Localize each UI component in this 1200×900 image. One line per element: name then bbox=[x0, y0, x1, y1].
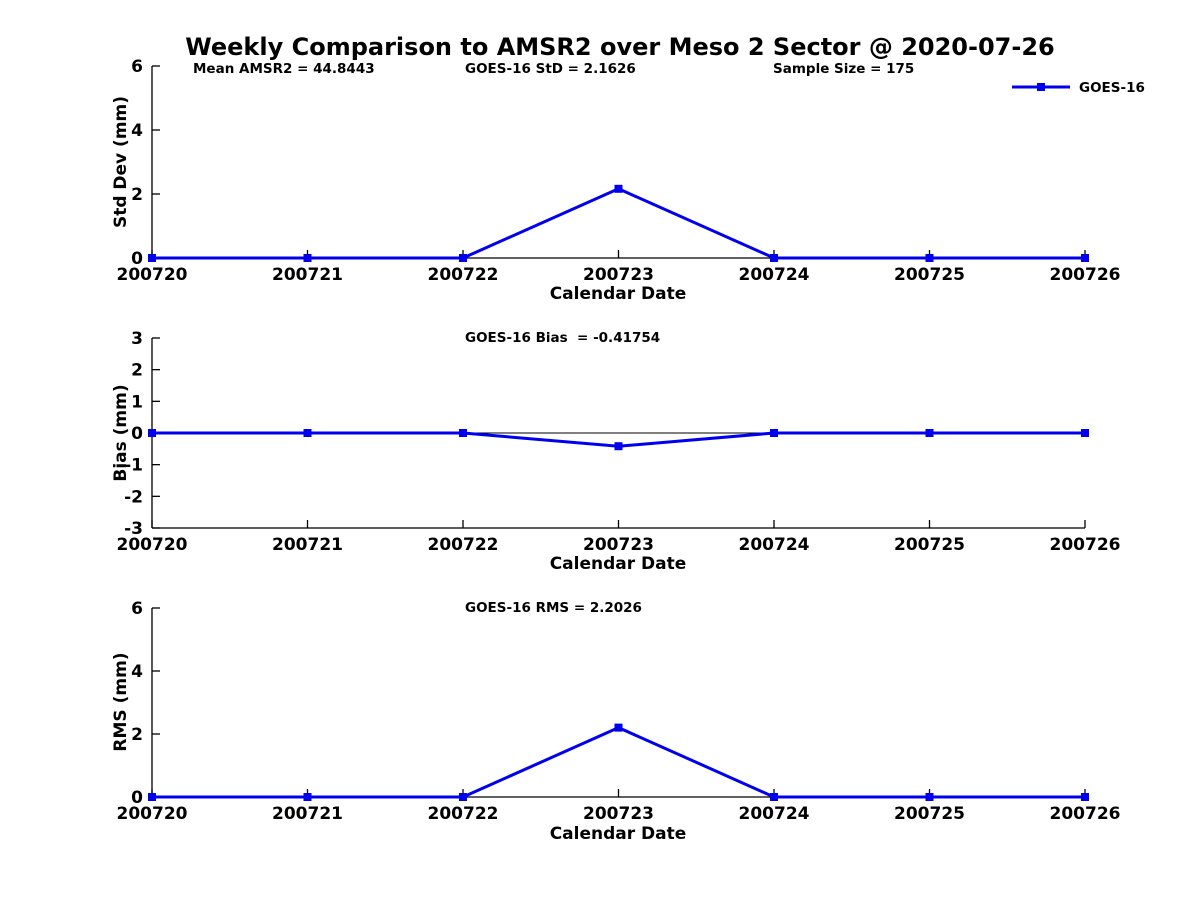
y-tick-label: 1 bbox=[131, 392, 143, 412]
y-tick-label: 0 bbox=[131, 424, 143, 444]
data-point-marker bbox=[925, 793, 934, 801]
legend-label: GOES-16 bbox=[1079, 80, 1145, 96]
x-tick-label: 200724 bbox=[739, 804, 810, 824]
y-tick-label: 3 bbox=[131, 329, 143, 349]
data-point-marker bbox=[614, 184, 623, 193]
data-point-marker bbox=[770, 429, 778, 437]
data-point-marker bbox=[303, 793, 312, 801]
x-tick-label: 200721 bbox=[272, 535, 343, 555]
data-point-marker bbox=[459, 254, 467, 262]
data-point-marker bbox=[1081, 254, 1089, 262]
subplot-bias: Bias (mm) Calendar Date GOES-16 Bias = -… bbox=[111, 329, 1120, 574]
data-point-marker bbox=[148, 429, 156, 437]
axes-std-dev: 0 2 4 6 200720 200721 200722 200723 200724 200725… bbox=[117, 57, 1121, 285]
data-point-marker bbox=[925, 254, 934, 262]
x-tick-label: 200725 bbox=[894, 265, 965, 285]
annotation-mean-amsr2: Mean AMSR2 = 44.8443 bbox=[193, 61, 375, 77]
x-tick-label: 200721 bbox=[272, 804, 343, 824]
x-tick-label: 200723 bbox=[583, 265, 654, 285]
annotation-goes16-rms: GOES-16 RMS = 2.2026 bbox=[465, 600, 642, 616]
y-tick-label: 2 bbox=[131, 361, 143, 381]
x-tick-label: 200723 bbox=[583, 804, 654, 824]
data-point-marker bbox=[303, 254, 312, 262]
x-tick-label: 200724 bbox=[739, 535, 810, 555]
y-tick-label: -2 bbox=[124, 487, 143, 507]
x-tick-label: 200722 bbox=[428, 535, 499, 555]
y-tick-label: 2 bbox=[131, 185, 143, 205]
y-tick-label: 4 bbox=[131, 121, 143, 141]
axes-rms: 0 2 4 6 200720 200721 200722 200723 200724 200725… bbox=[117, 599, 1121, 824]
y-tick-label: 0 bbox=[131, 249, 143, 269]
data-point-marker bbox=[148, 254, 156, 262]
data-point-marker bbox=[459, 429, 467, 437]
y-axis-label-bias: Bias (mm) bbox=[111, 384, 131, 481]
data-point-marker bbox=[614, 442, 623, 451]
data-point-marker bbox=[148, 793, 156, 801]
x-tick-label: 200725 bbox=[894, 535, 965, 555]
x-tick-label: 200720 bbox=[117, 535, 188, 555]
series-line-goes16 bbox=[152, 726, 1085, 799]
y-tick-label: 6 bbox=[131, 57, 143, 77]
x-tick-label: 200722 bbox=[428, 804, 499, 824]
x-tick-label: 200720 bbox=[117, 804, 188, 824]
data-point-marker bbox=[614, 723, 623, 732]
x-tick-label: 200726 bbox=[1050, 535, 1121, 555]
legend-marker bbox=[1037, 83, 1045, 91]
data-point-marker bbox=[770, 254, 778, 262]
x-tick-label: 200726 bbox=[1050, 804, 1121, 824]
data-point-marker bbox=[1081, 429, 1089, 437]
series-line-goes16 bbox=[152, 187, 1085, 260]
annotation-goes16-bias: GOES-16 Bias = -0.41754 bbox=[465, 330, 660, 346]
y-tick-label: 4 bbox=[131, 662, 143, 682]
subplot-rms: RMS (mm) Calendar Date GOES-16 RMS = 2.2… bbox=[111, 599, 1120, 844]
y-tick-label: -1 bbox=[124, 456, 143, 476]
annotation-sample-size: Sample Size = 175 bbox=[773, 61, 914, 77]
x-tick-label: 200720 bbox=[117, 265, 188, 285]
x-axis-label-calendar-date: Calendar Date bbox=[550, 284, 687, 304]
x-tick-label: 200726 bbox=[1050, 265, 1121, 285]
y-axis-label-rms: RMS (mm) bbox=[111, 652, 131, 751]
x-tick-label: 200722 bbox=[428, 265, 499, 285]
x-axis-label-calendar-date: Calendar Date bbox=[550, 824, 687, 844]
data-point-marker bbox=[770, 793, 778, 801]
y-tick-label: 6 bbox=[131, 599, 143, 619]
y-tick-label: 2 bbox=[131, 725, 143, 745]
data-point-marker bbox=[1081, 793, 1089, 801]
y-axis-label-std-dev: Std Dev (mm) bbox=[111, 96, 131, 228]
subplot-std-dev: Std Dev (mm) Calendar Date Mean AMSR2 = … bbox=[111, 57, 1120, 304]
x-tick-label: 200724 bbox=[739, 265, 810, 285]
data-point-marker bbox=[303, 429, 312, 437]
x-axis-label-calendar-date: Calendar Date bbox=[550, 554, 687, 574]
x-tick-label: 200725 bbox=[894, 804, 965, 824]
data-point-marker bbox=[459, 793, 467, 801]
x-tick-label: 200723 bbox=[583, 535, 654, 555]
data-point-marker bbox=[925, 429, 934, 437]
legend: GOES-16 bbox=[1012, 80, 1145, 96]
y-tick-label: 0 bbox=[131, 788, 143, 808]
x-tick-label: 200721 bbox=[272, 265, 343, 285]
page-title: Weekly Comparison to AMSR2 over Meso 2 S… bbox=[185, 33, 1054, 61]
y-tick-label: -3 bbox=[124, 519, 143, 539]
annotation-goes16-std: GOES-16 StD = 2.1626 bbox=[465, 61, 636, 77]
